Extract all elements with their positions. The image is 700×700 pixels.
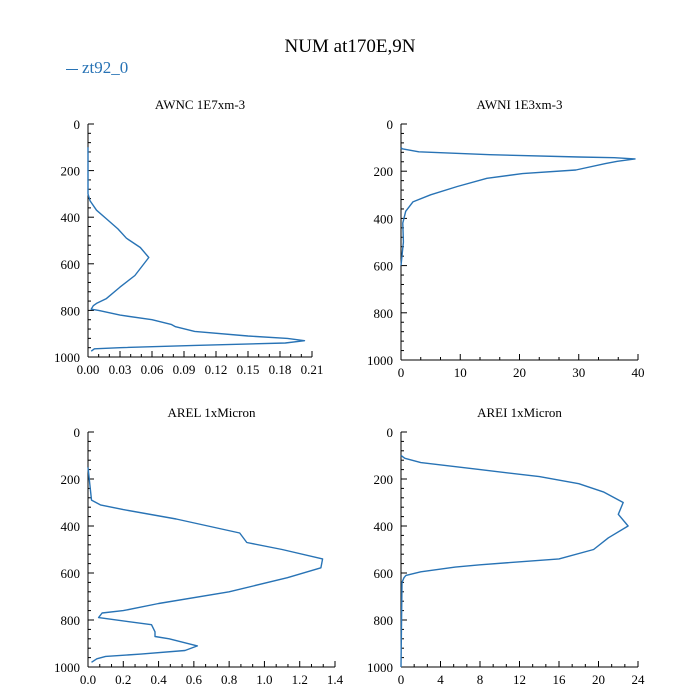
y-tick-label: 0 — [74, 425, 81, 440]
panel-4: AREI 1xMicron 0 200 400 600 800 1000 0 4 8 12 16 20 2… — [367, 405, 645, 687]
x-tick-label: 0.03 — [109, 362, 132, 377]
y-tick-label: 1000 — [367, 353, 393, 368]
y-tick-label: 800 — [374, 306, 394, 321]
y-tick-label: 0 — [74, 117, 81, 132]
legend: zt92_0 — [66, 58, 128, 78]
figure-title: NUM at170E,9N — [284, 36, 416, 57]
x-tick-label: 0.0 — [80, 672, 96, 687]
panel-title: AWNC 1E7xm-3 — [155, 97, 245, 112]
x-tick-label: 20 — [592, 672, 605, 687]
legend-swatch — [66, 68, 78, 70]
x-tick-label: 0 — [398, 365, 405, 380]
x-tick-label: 16 — [553, 672, 567, 687]
y-tick-label: 800 — [61, 303, 81, 318]
x-tick-label: 20 — [513, 365, 526, 380]
y-tick-label: 1000 — [54, 660, 80, 675]
x-tick-label: 8 — [477, 672, 484, 687]
series-line — [400, 147, 636, 266]
y-tick-label: 400 — [61, 210, 81, 225]
x-tick-label: 0.06 — [141, 362, 164, 377]
y-tick-label: 400 — [374, 211, 394, 226]
y-tick-label: 400 — [374, 519, 394, 534]
x-tick-label: 0.2 — [115, 672, 131, 687]
y-tick-label: 600 — [374, 259, 394, 274]
x-tick-label: 0.12 — [205, 362, 228, 377]
x-tick-label: 0 — [398, 672, 405, 687]
series-line — [87, 147, 306, 352]
x-tick-label: 1.2 — [292, 672, 308, 687]
legend-label: zt92_0 — [82, 58, 129, 77]
y-tick-label: 600 — [61, 566, 81, 581]
y-tick-label: 200 — [374, 472, 394, 487]
y-tick-label: 0 — [387, 117, 394, 132]
y-tick-label: 600 — [374, 566, 394, 581]
y-tick-label: 400 — [61, 519, 81, 534]
panel-title: AWNI 1E3xm-3 — [477, 97, 563, 112]
x-tick-label: 1.4 — [327, 672, 344, 687]
series-line — [400, 454, 629, 668]
x-tick-label: 0.8 — [221, 672, 237, 687]
x-tick-label: 10 — [454, 365, 467, 380]
series-line — [87, 467, 324, 663]
y-tick-label: 1000 — [54, 350, 80, 365]
panel-title: AREL 1xMicron — [168, 405, 256, 420]
x-tick-label: 1.0 — [256, 672, 272, 687]
panel-2: AWNI 1E3xm-3 0 200 400 600 800 1000 0 10 20 30 40 — [367, 97, 645, 380]
y-tick-label: 0 — [387, 425, 394, 440]
x-tick-label: 4 — [437, 672, 444, 687]
x-tick-label: 0.00 — [77, 362, 100, 377]
y-tick-label: 200 — [61, 472, 81, 487]
x-tick-label: 0.15 — [237, 362, 260, 377]
y-tick-label: 800 — [61, 613, 81, 628]
x-tick-label: 40 — [632, 365, 645, 380]
x-tick-label: 0.6 — [186, 672, 203, 687]
y-tick-label: 200 — [61, 164, 81, 179]
x-tick-label: 0.21 — [301, 362, 324, 377]
y-tick-label: 1000 — [367, 660, 393, 675]
y-tick-label: 800 — [374, 613, 394, 628]
x-tick-label: 0.09 — [173, 362, 196, 377]
x-tick-label: 0.4 — [150, 672, 167, 687]
x-tick-label: 24 — [632, 672, 646, 687]
y-tick-label: 200 — [374, 164, 394, 179]
x-tick-label: 30 — [572, 365, 585, 380]
y-tick-label: 600 — [61, 257, 81, 272]
panel-title: AREI 1xMicron — [477, 405, 562, 420]
x-tick-label: 0.18 — [269, 362, 292, 377]
x-tick-label: 12 — [513, 672, 526, 687]
